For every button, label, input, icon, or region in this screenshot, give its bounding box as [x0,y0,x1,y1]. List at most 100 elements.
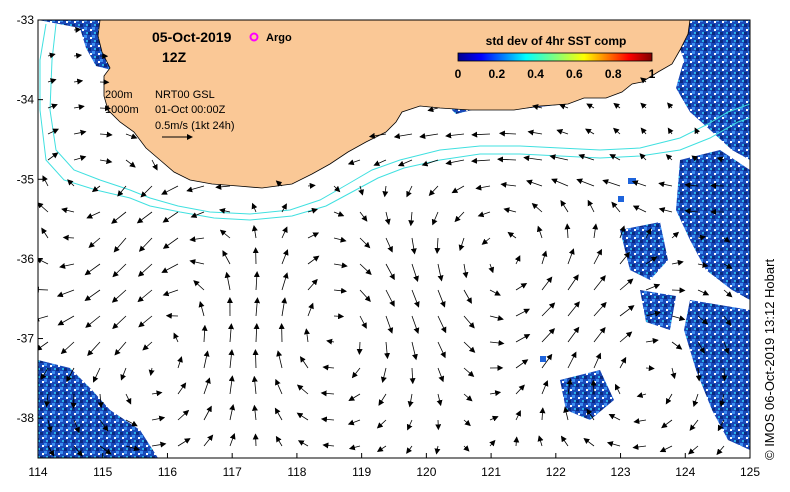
isobath-200-label: 200m [105,89,133,101]
velocity-arrow [190,211,205,218]
velocity-arrow [322,442,335,449]
velocity-arrow [222,250,231,265]
velocity-arrow [489,339,505,346]
velocity-arrow [46,419,53,433]
y-tick-label: -35 [17,172,35,186]
velocity-arrow [671,341,683,350]
velocity-arrow [407,393,414,408]
velocity-arrow [541,380,549,395]
velocity-arrow [631,180,647,187]
velocity-arrow [684,182,699,189]
velocity-arrow [358,185,365,196]
land-australia [97,20,691,189]
velocity-arrow [251,375,258,395]
x-tick-label: 123 [611,465,631,479]
velocity-arrow [359,211,368,222]
velocity-arrow [67,179,75,187]
velocity-arrow [351,367,361,379]
velocity-arrows [38,26,733,457]
velocity-arrow [658,207,673,213]
velocity-arrow [333,262,348,269]
velocity-arrow [378,393,387,406]
velocity-arrow [500,181,517,188]
velocity-arrow [586,408,595,421]
velocity-arrow [567,326,580,343]
velocity-arrow [411,289,420,308]
velocity-arrow [38,202,49,213]
velocity-arrow [138,315,153,328]
velocity-arrow [564,223,571,239]
velocity-arrow [586,103,595,110]
velocity-arrow [692,393,699,408]
velocity-arrow [62,234,75,241]
colorbar-tick-label: 1 [649,67,656,81]
velocity-arrow [721,367,728,382]
velocity-arrow [320,390,335,397]
velocity-arrow [697,341,705,354]
velocity-arrow [251,404,258,421]
velocity-arrow [515,359,529,369]
velocity-arrow [536,225,543,239]
velocity-arrow [633,418,647,425]
velocity-arrow [691,155,699,162]
velocity-arrow [411,315,420,334]
velocity-arrow [359,263,372,275]
velocity-arrow [111,289,127,303]
velocity-arrow [348,393,361,402]
velocity-arrow [667,102,674,109]
velocity-arrow [111,211,127,224]
velocity-arrow [689,419,699,431]
velocity-arrow [559,103,569,110]
velocity-arrow [619,305,635,317]
velocity-arrow [347,419,361,426]
velocity-arrow [326,338,335,345]
velocity-arrow [333,287,347,294]
velocity-arrow [602,179,621,187]
velocity-arrow [275,435,283,447]
product-label: NRT00 GSL [155,89,215,101]
velocity-arrow [619,278,634,291]
y-tick-label: -36 [17,252,35,266]
velocity-arrow [281,272,289,291]
velocity-arrow [537,435,544,447]
velocity-arrow [47,152,59,161]
velocity-arrow [514,255,521,265]
velocity-arrow [710,182,725,189]
velocity-arrow [219,207,231,214]
velocity-arrow [47,52,56,59]
x-axis: 114 115 116 117 118 119 120 121 122 123 124 125 [28,453,760,479]
velocity-arrow [73,26,82,33]
velocity-arrow [567,274,579,291]
velocity-arrow [40,367,49,381]
x-tick-label: 125 [740,465,760,479]
velocity-arrow [436,393,443,407]
velocity-arrow [645,283,661,291]
x-tick-label: 114 [28,465,47,479]
velocity-arrow [161,263,179,273]
velocity-arrow [408,211,415,227]
velocity-arrow [636,392,647,398]
velocity-arrow [406,185,413,198]
velocity-arrow [201,324,208,343]
velocity-arrow [723,341,730,355]
velocity-arrow [125,445,140,452]
velocity-arrow [276,350,283,369]
velocity-arrow [203,434,214,447]
velocity-arrow [397,159,413,167]
velocity-arrow [87,341,101,357]
velocity-arrow [47,128,60,135]
velocity-arrow [463,393,473,402]
velocity-arrow [549,154,569,161]
velocity-arrow [659,445,673,453]
x-tick-label: 120 [416,465,436,479]
velocity-arrow [356,341,363,355]
y-tick-label: -33 [17,13,35,27]
velocity-arrow [716,156,725,163]
velocity-arrow [437,341,446,359]
velocity-arrow [427,106,439,113]
velocity-arrow [609,154,621,161]
velocity-arrow [281,249,289,265]
velocity-arrow [717,419,725,432]
velocity-arrow [117,185,127,197]
